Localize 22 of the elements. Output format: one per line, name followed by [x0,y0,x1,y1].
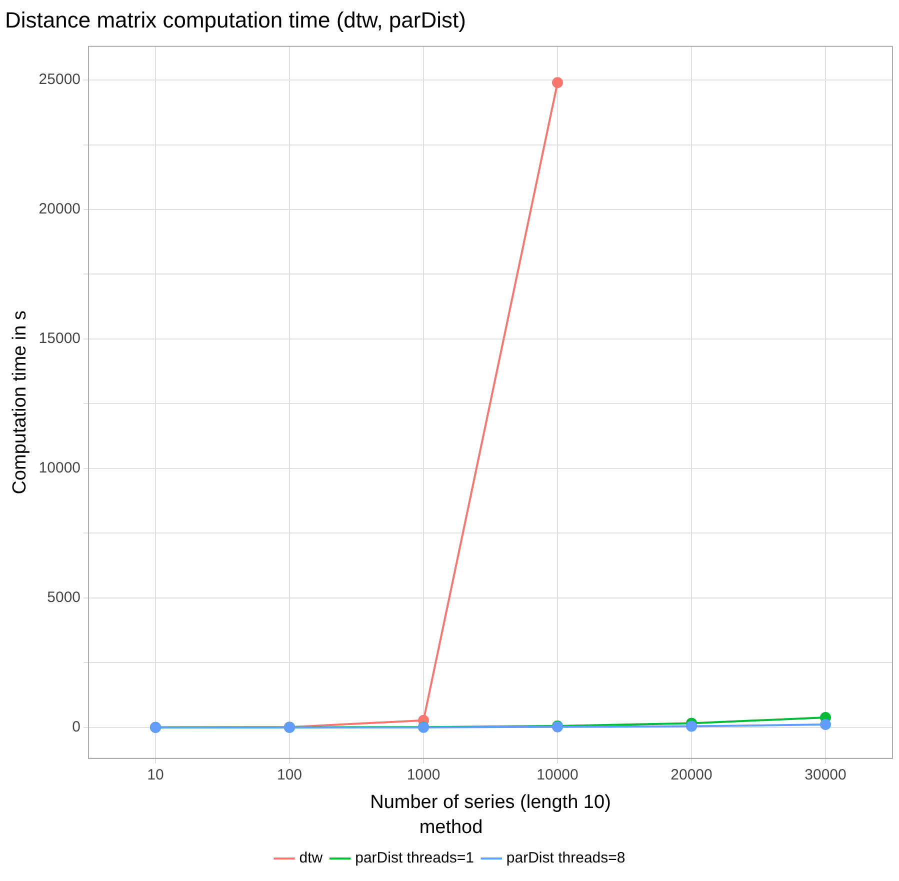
point [552,77,564,88]
legend-label: dtw [299,850,323,867]
legend-label: parDist threads=1 [355,850,474,867]
y-tick-label: 25000 [38,71,81,88]
x-axis-title: Number of series (length 10) [370,792,611,814]
y-tick-label: 0 [72,718,81,736]
x-tick-label: 10 [147,766,164,784]
y-tick-label: 15000 [38,330,81,348]
x-tick-label: 100 [276,766,302,784]
legend-label: parDist threads=8 [506,850,626,867]
y-tick-label: 5000 [47,589,81,606]
legend-title: method [419,816,483,838]
chart-title: Distance matrix computation time (dtw, parDist) [5,7,466,32]
x-tick-label: 1000 [406,766,440,784]
point [820,718,831,730]
y-tick-label: 10000 [38,460,81,477]
y-axis-title: Computation time in s [10,310,31,494]
y-tick-label: 20000 [38,200,81,218]
x-tick-label: 10000 [536,766,578,784]
x-tick-label: 30000 [804,766,846,784]
point [686,720,698,732]
x-tick-label: 20000 [670,766,712,784]
